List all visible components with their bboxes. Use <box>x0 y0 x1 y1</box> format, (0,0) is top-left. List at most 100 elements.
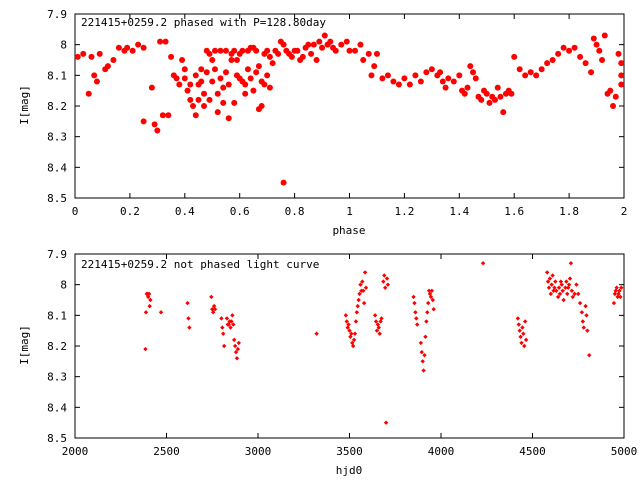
phased-data-point <box>264 72 271 79</box>
phased-x-tick-label: 2 <box>621 205 628 218</box>
unphased-data-point <box>381 279 386 284</box>
phased-data-point <box>522 72 529 79</box>
phased-data-point <box>390 78 397 85</box>
unphased-data-point <box>413 310 418 315</box>
phased-data-point <box>192 72 199 79</box>
phased-data-point <box>351 47 358 54</box>
phased-data-point <box>110 57 117 63</box>
unphased-data-point <box>545 279 551 284</box>
unphased-data-point <box>574 282 579 287</box>
unphased-data-point <box>357 291 362 297</box>
phased-data-point <box>544 60 551 67</box>
phased-data-point <box>85 90 92 97</box>
unphased-data-point <box>556 285 562 290</box>
unphased-y-axis-label: I[mag] <box>18 325 31 365</box>
unphased-x-tick-label: 5000 <box>611 445 638 458</box>
phased-data-point <box>124 44 131 51</box>
unphased-data-point <box>385 282 391 287</box>
phased-data-point <box>384 72 391 79</box>
phased-data-point <box>527 69 534 76</box>
unphased-y-tick-label: 8.3 <box>47 371 67 384</box>
unphased-data-point <box>362 270 368 275</box>
phased-data-point <box>305 41 312 48</box>
phased-data-point <box>599 57 606 63</box>
phased-data-point <box>288 53 295 60</box>
phased-data-point <box>299 53 306 60</box>
unphased-data-point <box>515 316 521 321</box>
phased-y-tick-label: 8.2 <box>47 100 67 113</box>
unphased-y-tick-label: 8.1 <box>47 309 67 322</box>
unphased-data-point <box>425 300 431 306</box>
phased-data-point <box>508 90 515 97</box>
unphased-data-point <box>566 282 572 287</box>
phased-data-point <box>590 35 597 42</box>
phased-data-point <box>368 72 375 79</box>
unphased-data-point <box>563 285 568 290</box>
phased-data-point <box>74 53 81 60</box>
unphased-data-point <box>210 310 216 315</box>
unphased-data-point <box>220 325 225 330</box>
unphased-data-point <box>565 285 571 290</box>
phased-y-tick-label: 8.4 <box>47 161 67 174</box>
phased-data-point <box>231 47 238 54</box>
phased-data-point <box>173 75 180 82</box>
phased-data-point <box>220 84 227 91</box>
phased-data-point <box>533 72 540 79</box>
unphased-data-point <box>554 288 559 293</box>
phased-data-point <box>423 69 430 76</box>
unphased-data-point <box>572 291 577 297</box>
phased-y-tick-label: 8.5 <box>47 192 67 205</box>
unphased-data-point <box>520 325 525 330</box>
unphased-data-point <box>548 291 553 297</box>
phased-data-point <box>104 63 111 70</box>
phased-data-point <box>615 50 622 57</box>
phased-data-point <box>338 41 345 48</box>
phased-data-point <box>225 81 232 88</box>
phased-data-point <box>607 87 614 94</box>
unphased-data-point <box>580 319 586 324</box>
phased-x-tick-label: 1.4 <box>449 205 469 218</box>
unphased-data-point <box>235 346 241 352</box>
phased-data-point <box>395 81 402 88</box>
unphased-y-tick-label: 8.4 <box>47 401 67 414</box>
phased-data-point <box>151 121 158 128</box>
phased-data-point <box>154 127 161 134</box>
unphased-data-point <box>360 279 365 284</box>
unphased-data-point <box>212 307 218 312</box>
phased-y-tick-label: 8.1 <box>47 69 67 82</box>
unphased-data-point <box>219 316 224 321</box>
phased-data-point <box>159 112 166 119</box>
phased-data-point <box>157 38 164 45</box>
unphased-data-point <box>350 343 356 349</box>
phased-data-point <box>242 90 249 97</box>
unphased-data-point <box>546 285 552 290</box>
unphased-data-point <box>557 291 563 297</box>
phased-data-point <box>228 57 235 63</box>
unphased-data-point <box>617 288 622 293</box>
phased-light-curve-panel: phase I[mag] 0 0.2 0.4 0.6 0.8 1 1.2 1.4 1.6 1.8 2… <box>18 8 627 237</box>
phased-data-point <box>222 47 229 54</box>
phased-data-point <box>266 84 273 91</box>
unphased-data-point <box>568 261 574 266</box>
unphased-data-point <box>361 288 366 293</box>
unphased-data-point <box>354 310 360 315</box>
phased-data-point <box>478 96 485 103</box>
phased-data-point <box>203 69 210 76</box>
phased-data-point <box>187 81 194 88</box>
phased-x-tick-label: 0.2 <box>120 205 140 218</box>
phased-data-point <box>313 57 320 63</box>
phased-x-tick-label: 0.4 <box>175 205 195 218</box>
unphased-data-point <box>567 276 573 281</box>
unphased-data-point <box>551 288 556 293</box>
phased-data-point <box>253 47 260 54</box>
unphased-data-point <box>552 285 557 290</box>
unphased-data-point <box>518 334 523 339</box>
unphased-data-point <box>221 331 226 336</box>
unphased-x-tick-label: 2500 <box>153 445 180 458</box>
unphased-data-point <box>519 340 524 346</box>
unphased-data-point <box>522 319 528 324</box>
unphased-data-point <box>611 300 617 306</box>
phased-data-point <box>96 50 103 57</box>
phased-data-point <box>379 75 386 82</box>
phased-data-point <box>566 47 573 54</box>
